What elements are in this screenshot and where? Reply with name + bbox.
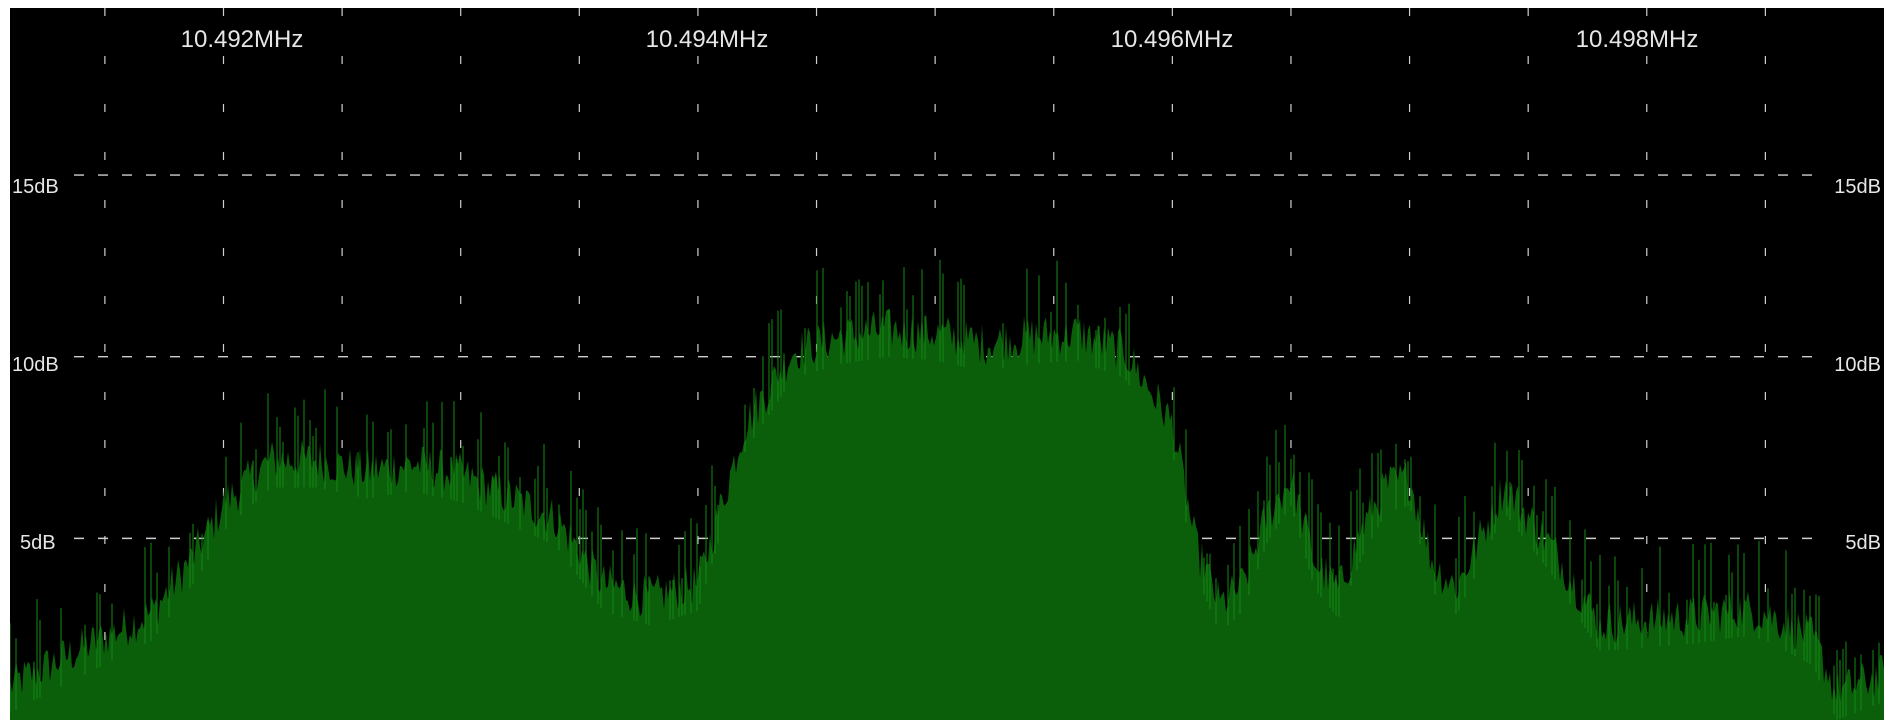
db-label-15-right: 15dB bbox=[1834, 176, 1881, 198]
db-label-10-left: 10dB bbox=[12, 354, 59, 376]
spectrum-layer bbox=[10, 259, 1884, 720]
spectrum-spikes bbox=[10, 259, 1880, 720]
db-label-5-right: 5dB bbox=[1845, 532, 1881, 554]
spectrum-panel[interactable]: 10.492MHz 10.494MHz 10.496MHz 10.498MHz … bbox=[10, 8, 1884, 720]
db-label-5-left: 5dB bbox=[20, 532, 56, 554]
freq-label-10-494: 10.494MHz bbox=[646, 26, 769, 53]
label-layer: 10.492MHz 10.494MHz 10.496MHz 10.498MHz … bbox=[12, 26, 1881, 554]
spectrum-fill bbox=[10, 309, 1884, 720]
db-label-15-left: 15dB bbox=[12, 176, 59, 198]
freq-label-10-492: 10.492MHz bbox=[181, 26, 304, 53]
freq-label-10-498: 10.498MHz bbox=[1576, 26, 1699, 53]
spectrum-plot[interactable]: 10.492MHz 10.494MHz 10.496MHz 10.498MHz … bbox=[10, 8, 1884, 720]
freq-label-10-496: 10.496MHz bbox=[1111, 26, 1234, 53]
db-label-10-right: 10dB bbox=[1834, 354, 1881, 376]
